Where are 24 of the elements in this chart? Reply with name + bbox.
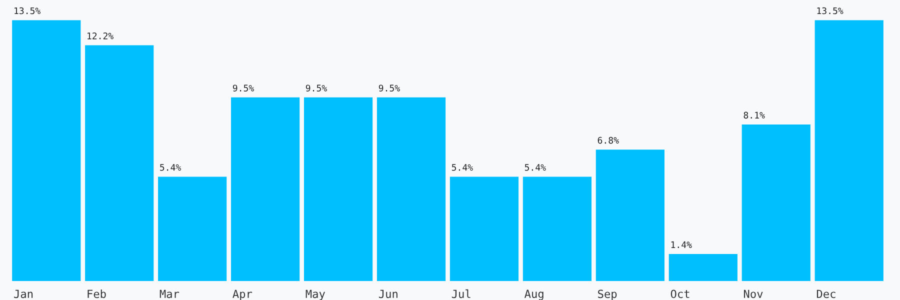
data-label: 5.4% bbox=[452, 164, 473, 171]
data-label: 13.5% bbox=[817, 7, 844, 14]
data-label: 13.5% bbox=[14, 7, 41, 14]
x-tick-label: Nov bbox=[744, 290, 763, 298]
x-tick-label: Dec bbox=[816, 290, 836, 298]
data-label: 9.5% bbox=[378, 84, 400, 92]
data-label: 9.5% bbox=[232, 84, 254, 92]
data-label: 5.4% bbox=[160, 164, 182, 171]
data-label: 6.8% bbox=[598, 136, 619, 144]
x-tick-label: Jun bbox=[378, 290, 398, 298]
x-tick-label: Feb bbox=[88, 289, 106, 298]
x-tick-label: Jul bbox=[452, 289, 470, 298]
x-tick-label: Oct bbox=[670, 290, 690, 298]
data-label: 8.1% bbox=[744, 112, 765, 119]
x-tick-label: Mar bbox=[160, 290, 180, 298]
data-label: 1.4% bbox=[671, 241, 692, 248]
x-tick-label: Aug bbox=[524, 290, 544, 300]
data-label: 5.4% bbox=[524, 164, 546, 171]
x-tick-label: May bbox=[306, 290, 326, 300]
data-label: 9.5% bbox=[306, 84, 327, 92]
x-tick-label: Sep bbox=[598, 290, 617, 300]
x-tick-label: Jan bbox=[14, 290, 33, 298]
data-label: 12.2% bbox=[88, 32, 114, 40]
x-tick-label: Apr bbox=[232, 290, 252, 300]
